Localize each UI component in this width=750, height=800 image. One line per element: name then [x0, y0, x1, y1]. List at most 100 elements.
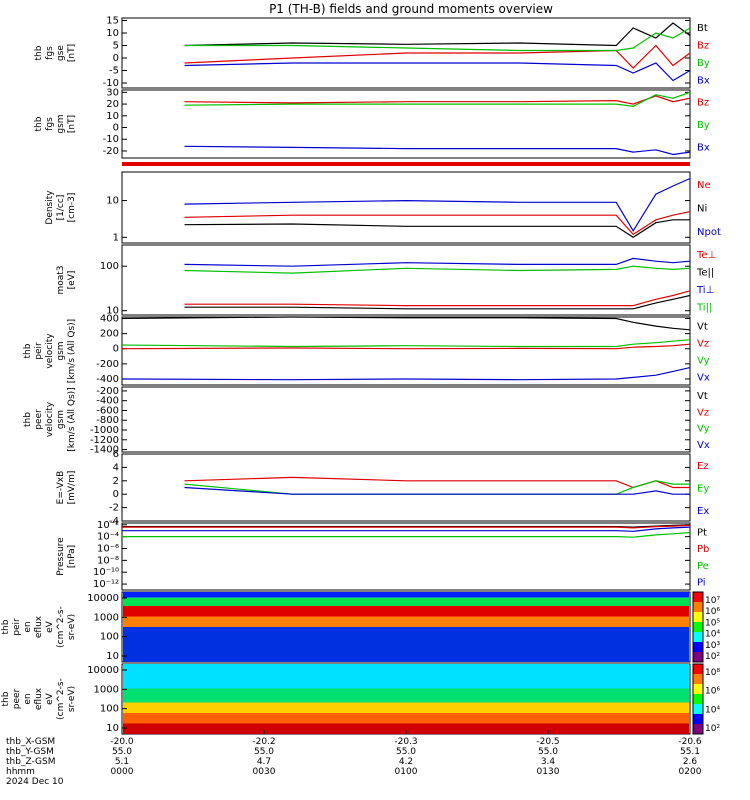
time-row-value: -20.3 [394, 737, 417, 747]
heatmap-band [123, 592, 689, 598]
y-axis-title-line: peer [34, 409, 44, 430]
series-line-Bx [184, 62, 691, 82]
panel-9: 10000 1000 100 10 10⁸ 10⁶ 10⁴ 10² [87, 663, 720, 735]
y-tick-label: 6 [113, 449, 119, 460]
y-tick-label: -600 [96, 405, 119, 416]
legend-label: Vz [697, 339, 709, 350]
series-line-By [184, 27, 691, 52]
y-axis-title-line: (cm^2-s- [56, 606, 66, 648]
y-axis-title-line: gse [56, 45, 66, 61]
y-tick-label: 10⁻¹⁰ [93, 567, 119, 578]
y-tick-label: 10 [106, 651, 119, 662]
y-tick-label: -4 [109, 516, 119, 527]
y-axis-title-line: en [23, 621, 33, 632]
colorbar-frame [692, 591, 704, 663]
legend-label: Ez [697, 461, 709, 472]
y-axis-title-line: eflux [34, 687, 44, 710]
series-line-Vz [121, 343, 691, 350]
series-line-Bx [184, 145, 691, 156]
y-axis-title-4: thb peir velocity gsm [km/s (All Qs)] [23, 319, 77, 383]
colorbar-tick-label: 10⁷ [705, 596, 720, 606]
heatmap-band [123, 713, 689, 724]
plot-title: P1 (TH-B) fields and ground moments over… [269, 2, 553, 16]
y-axis-title-line: sr-eV) [67, 614, 77, 640]
y-axis-title-line: thb [23, 343, 33, 358]
heatmap-band [123, 606, 689, 617]
y-axis-title-line: thb [1, 691, 11, 706]
panel-5: -200-400-600-800-1000-1200-1400 Vt Vz Vy Vx [90, 386, 710, 456]
y-tick-label: -200 [96, 386, 119, 397]
legend-label: Npot [697, 227, 721, 238]
separator-bar [122, 162, 690, 166]
time-row-value: -20.2 [252, 737, 275, 747]
y-axis-title-line: [mV/m] [67, 471, 77, 505]
y-axis-title-line: E=-VxB [56, 471, 66, 505]
y-tick-label: -2 [109, 503, 119, 514]
y-tick-label: 10⁻¹² [93, 579, 119, 590]
colorbar-tick-label: 10² [705, 724, 720, 734]
series-line-Te|| [184, 294, 691, 310]
time-row-label: thb_X-GSM [6, 737, 55, 747]
y-tick-label: 200 [100, 329, 119, 340]
y-tick-label: 10000 [87, 593, 119, 604]
time-row-value: 55.1 [680, 747, 700, 757]
heatmap-band [123, 688, 689, 703]
y-axis-title-line: eV [45, 692, 55, 705]
colorbar-segment [693, 652, 703, 663]
legend-label: Ti|| [696, 302, 712, 313]
colorbar-segment [693, 694, 703, 705]
y-axis-title-line: Density [45, 190, 55, 225]
y-tick-label: -400 [96, 374, 119, 385]
series-line-Vy [121, 339, 691, 348]
y-axis-title-line: fgs [45, 117, 55, 131]
y-tick-label: 1 [113, 232, 119, 243]
colorbar-tick-label: 10⁵ [705, 618, 720, 628]
y-axis-title-line: [1/cc] [56, 195, 66, 221]
legend-label: Ni [697, 204, 707, 215]
series-line-Ne [184, 211, 691, 236]
series-line-Pi [122, 526, 691, 532]
series-line-Bz [184, 95, 691, 105]
time-row-value: 4.7 [257, 757, 271, 767]
y-axis-title-8: thb peir en eflux eV (cm^2-s-sr-eV) [1, 606, 77, 648]
colorbar-segment [693, 684, 703, 695]
panel-2: 10 1 Ne Ni Npot [106, 171, 721, 244]
series-line-Ti⊥ [184, 257, 691, 267]
legend-label: Pi [697, 578, 706, 589]
legend-label: Vx [697, 373, 710, 384]
y-axis-title-line: peir [12, 618, 22, 636]
y-tick-label: -1200 [90, 435, 119, 446]
series-line-Ez [184, 476, 690, 489]
series-line-Ex [184, 486, 690, 495]
panel-3: 100 10 Te⊥ Te|| Ti⊥ Ti|| [100, 244, 716, 317]
y-tick-label: 10⁻⁶ [97, 543, 119, 554]
legend-label: Bz [697, 40, 709, 51]
legend-label: Pe [697, 561, 709, 572]
y-tick-label: -1000 [90, 425, 119, 436]
colorbar-segment [693, 592, 703, 603]
legend-label: Bx [697, 75, 710, 86]
y-tick-label: 0 [113, 344, 119, 355]
series-line-Bt [184, 22, 691, 47]
y-tick-label: 20 [106, 99, 119, 110]
time-row-value: 0200 [679, 767, 702, 777]
legend-label: Vy [697, 356, 710, 367]
y-axis-title-0: thb fgs gse [nT] [34, 44, 77, 62]
series-line-Ni [184, 219, 690, 239]
time-date: 2024 Dec 10 [6, 777, 64, 787]
panel-frame [121, 453, 691, 522]
legend-label: Vt [697, 391, 708, 402]
series-line-Pe [122, 531, 691, 538]
y-axis-title-line: thb [1, 619, 11, 634]
time-row-value: -20.6 [678, 737, 702, 747]
heatmap-band [123, 664, 689, 689]
colorbar-segment [693, 642, 703, 653]
series-line-Pb [122, 524, 691, 529]
y-axis-title-line: peir [34, 342, 44, 360]
y-axis-title-line: peer [12, 688, 22, 709]
time-row-label: hhmm [6, 767, 35, 777]
colorbar-segment [693, 664, 703, 675]
time-row-value: 55.0 [112, 747, 132, 757]
